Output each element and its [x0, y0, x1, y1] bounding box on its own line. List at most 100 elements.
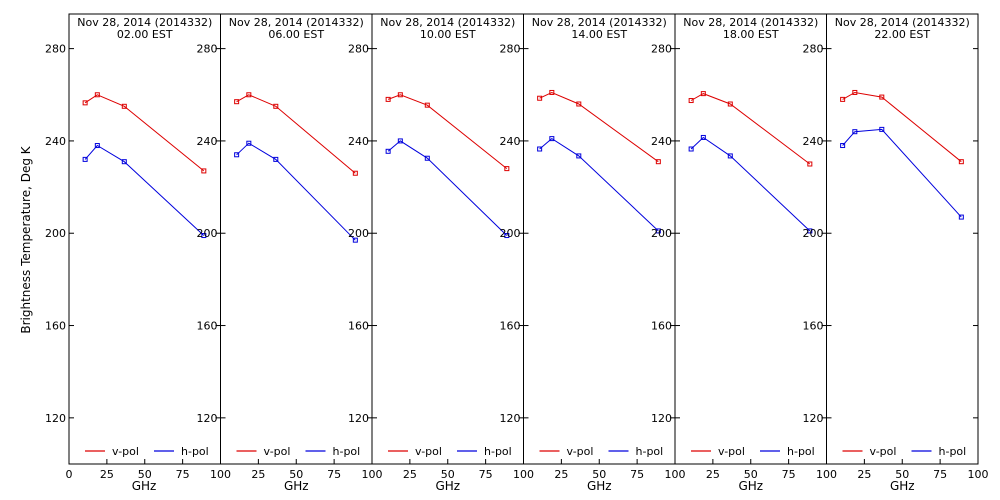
series-line-h-pol [236, 142, 356, 241]
legend-label-h-pol: h-pol [787, 445, 815, 458]
series-line-v-pol [387, 94, 508, 169]
y-tick-label: 240 [348, 135, 369, 148]
y-tick-label: 120 [348, 412, 369, 425]
data-point [121, 159, 127, 165]
legend-label-h-pol: h-pol [484, 445, 512, 458]
data-point [576, 101, 582, 107]
data-point [807, 161, 813, 167]
x-tick-label: 100 [968, 468, 989, 481]
x-tick-label: 100 [665, 468, 686, 481]
data-point [576, 153, 582, 159]
series-line-h-pol [387, 140, 508, 236]
x-tick-label: 75 [782, 468, 796, 481]
panel-5: Nov 28, 2014 (2014332)18.00 EST 120 160 200… [651, 13, 837, 493]
data-point [94, 143, 100, 149]
y-tick-label: 120 [45, 412, 66, 425]
data-point [700, 91, 706, 97]
data-point [958, 214, 964, 220]
x-tick-label: 25 [857, 468, 871, 481]
y-tick-label: 280 [651, 43, 672, 56]
panel-4: Nov 28, 2014 (2014332)14.00 EST 120 160 200… [500, 13, 686, 493]
x-tick-label: 25 [100, 468, 114, 481]
panel-subtitle: 14.00 EST [571, 28, 627, 41]
data-point [82, 100, 88, 106]
y-tick-label: 120 [651, 412, 672, 425]
data-point [397, 92, 403, 98]
x-axis-label: GHz [435, 479, 460, 493]
y-tick-label: 200 [348, 227, 369, 240]
data-point [537, 95, 543, 101]
figure-y-axis-label: Brightness Temperature, Deg K [19, 145, 33, 333]
data-point [94, 92, 100, 98]
legend-label-h-pol: h-pol [181, 445, 209, 458]
y-tick-label: 120 [197, 412, 218, 425]
x-tick-label: 50 [138, 468, 152, 481]
data-point [201, 168, 207, 174]
legend-label-h-pol: h-pol [939, 445, 967, 458]
x-tick-label: 75 [630, 468, 644, 481]
x-axis-label: GHz [284, 479, 309, 493]
data-point [727, 153, 733, 159]
legend-label-v-pol: v-pol [870, 445, 897, 458]
data-point [234, 99, 240, 105]
panel-title: Nov 28, 2014 (2014332) [77, 16, 212, 29]
series-line-v-pol [842, 91, 962, 163]
data-point [879, 94, 885, 100]
legend-label-v-pol: v-pol [567, 445, 594, 458]
panel-subtitle: 10.00 EST [420, 28, 476, 41]
data-point [958, 159, 964, 165]
x-tick-label: 75 [933, 468, 947, 481]
y-tick-label: 240 [45, 135, 66, 148]
y-tick-label: 200 [500, 227, 521, 240]
y-tick-label: 280 [197, 43, 218, 56]
data-point [273, 103, 279, 109]
data-point [246, 92, 252, 98]
data-point [688, 98, 694, 104]
panel-title: Nov 28, 2014 (2014332) [229, 16, 364, 29]
y-tick-label: 120 [803, 412, 824, 425]
data-point [504, 233, 510, 239]
data-point [201, 233, 207, 239]
x-tick-label: 50 [289, 468, 303, 481]
series-line-h-pol [842, 128, 962, 218]
data-point [273, 156, 279, 162]
y-tick-label: 280 [45, 43, 66, 56]
legend-label-v-pol: v-pol [112, 445, 139, 458]
y-tick-label: 160 [197, 320, 218, 333]
series-line-v-pol [84, 94, 205, 172]
data-point [424, 155, 430, 161]
x-axis-label: GHz [890, 479, 915, 493]
x-tick-label: 25 [554, 468, 568, 481]
x-axis-label: GHz [587, 479, 612, 493]
series-line-v-pol [690, 93, 811, 165]
data-point [424, 102, 430, 108]
data-point [852, 89, 858, 95]
data-point [655, 159, 661, 165]
data-point [234, 152, 240, 158]
y-tick-label: 240 [197, 135, 218, 148]
data-point [352, 237, 358, 243]
data-point [504, 166, 510, 172]
x-axis-label: GHz [738, 479, 763, 493]
y-tick-label: 200 [803, 227, 824, 240]
legend-label-v-pol: v-pol [415, 445, 442, 458]
figure-x-axis-label: GHz [132, 479, 157, 493]
panel-2: Nov 28, 2014 (2014332)06.00 EST 120 160 200… [197, 13, 383, 493]
data-point [246, 140, 252, 146]
y-tick-label: 240 [803, 135, 824, 148]
legend-label-h-pol: h-pol [636, 445, 664, 458]
x-tick-label: 75 [327, 468, 341, 481]
panel-subtitle: 18.00 EST [723, 28, 779, 41]
data-point [121, 103, 127, 109]
data-point [879, 126, 885, 132]
data-point [82, 156, 88, 162]
x-tick-label: 100 [362, 468, 383, 481]
x-tick-label: 75 [479, 468, 493, 481]
panel-subtitle: 02.00 EST [117, 28, 173, 41]
x-tick-label: 100 [210, 468, 231, 481]
y-tick-label: 200 [651, 227, 672, 240]
y-tick-label: 280 [348, 43, 369, 56]
y-tick-label: 200 [45, 227, 66, 240]
data-point [807, 228, 813, 234]
